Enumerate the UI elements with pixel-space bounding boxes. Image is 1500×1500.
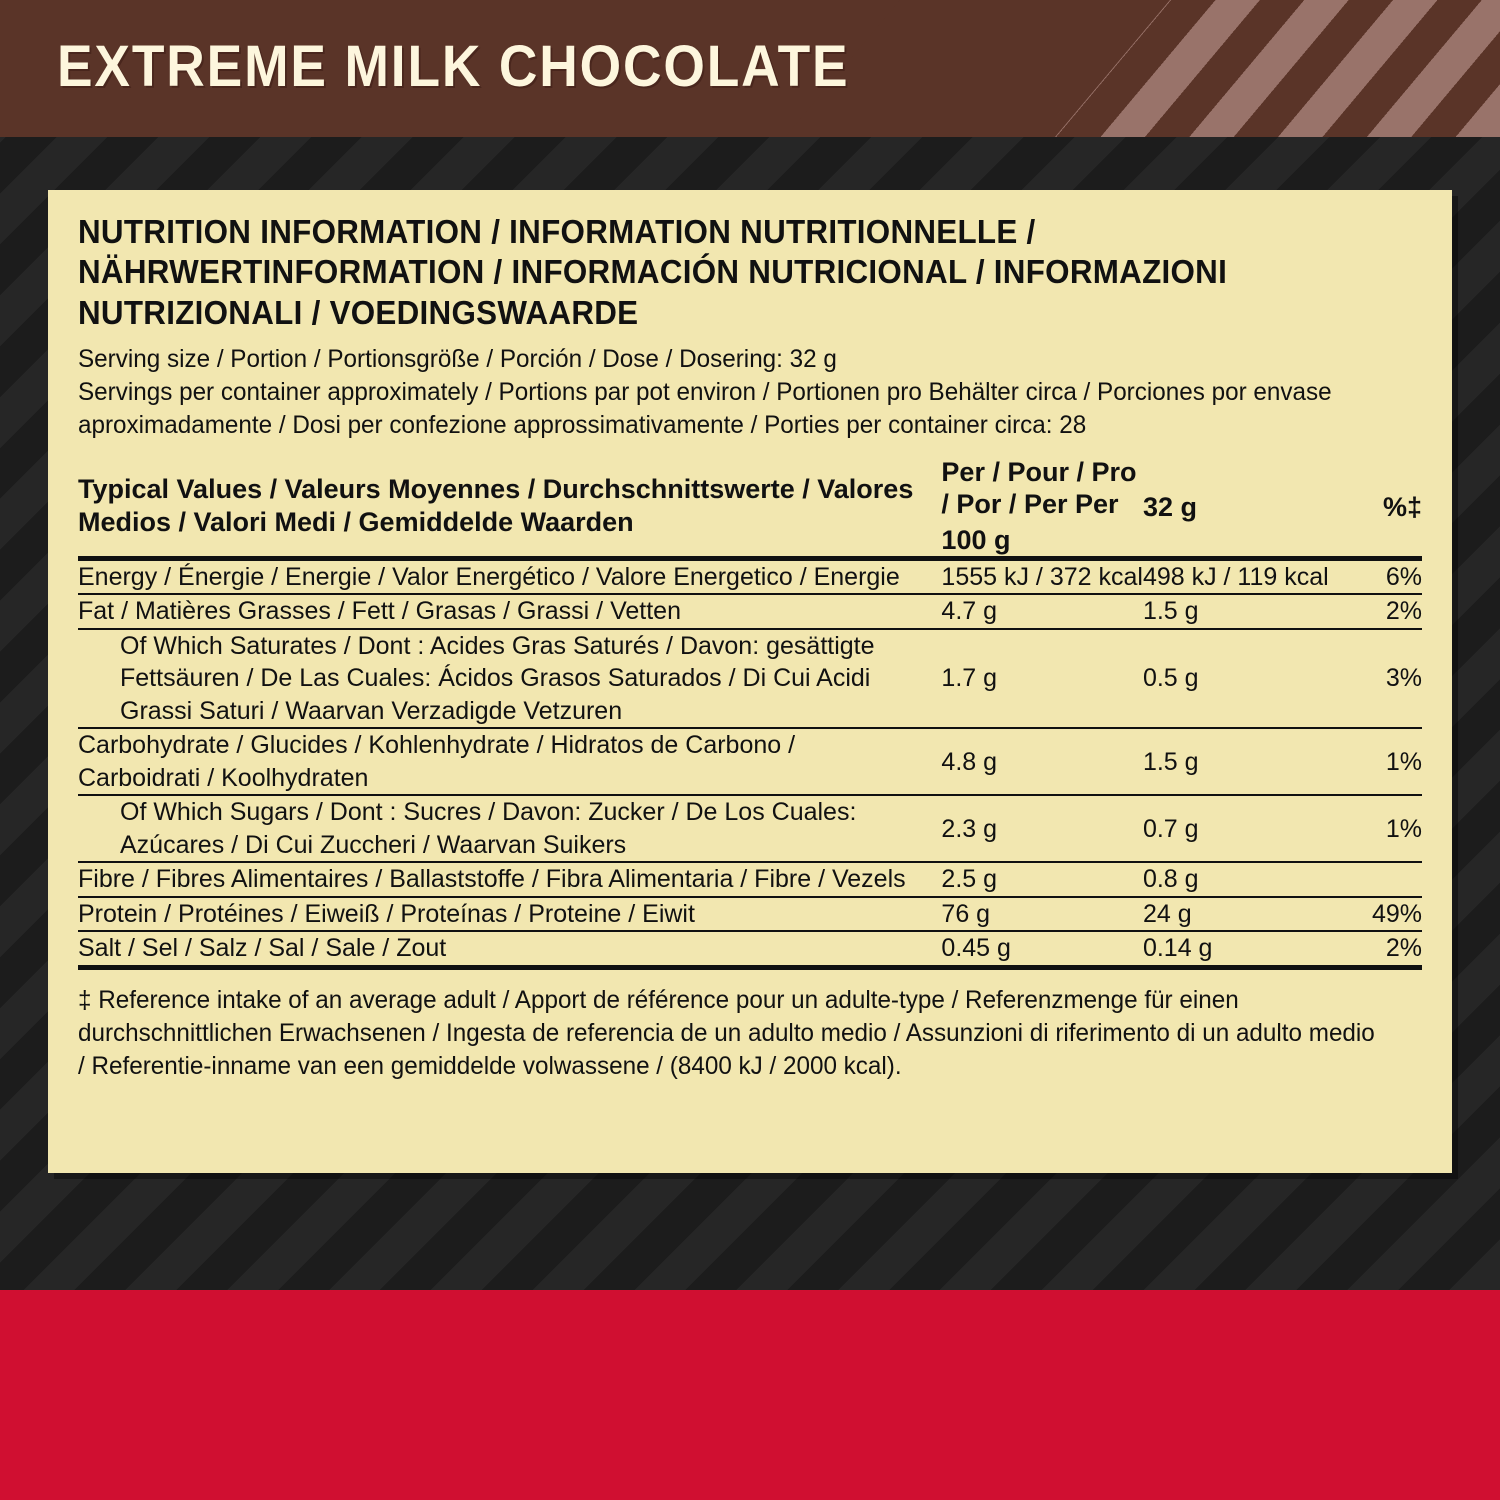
row-per-32g: 0.8 g — [1142, 862, 1329, 898]
page-title: EXTREME MILK CHOCOLATE — [57, 34, 850, 99]
table-row: Of Which Saturates / Dont : Acides Gras … — [78, 628, 1422, 730]
row-per-32g: 0.14 g — [1142, 931, 1329, 970]
row-label: Of Which Sugars / Dont : Sucres / Davon:… — [78, 795, 942, 864]
footer-red-band — [0, 1290, 1500, 1500]
row-per-100g: 1555 kJ / 372 kcal — [941, 558, 1143, 596]
table-row: Fibre / Fibres Alimentaires / Ballaststo… — [78, 862, 1422, 898]
reference-intake-footnote: ‡ Reference intake of an average adult /… — [78, 985, 1375, 1081]
nutrition-table-body: Energy / Énergie / Energie / Valor Energ… — [78, 558, 1422, 970]
serving-info-block: Serving size / Portion / Portionsgröße /… — [78, 343, 1382, 442]
row-percent: 49% — [1328, 896, 1422, 933]
header-typical-values: Typical Values / Valeurs Moyennes / Durc… — [78, 474, 914, 537]
header-per-100g: Per / Pour / Pro / Por / Per Per 100 g — [941, 456, 1143, 559]
row-percent — [1328, 862, 1422, 898]
row-label: Energy / Énergie / Energie / Valor Energ… — [78, 558, 942, 596]
row-label: Protein / Protéines / Eiweiß / Proteínas… — [78, 896, 942, 933]
header-stripe-pattern — [900, 0, 1500, 137]
row-label: Carbohydrate / Glucides / Kohlenhydrate … — [78, 728, 942, 797]
row-label: Fat / Matières Grasses / Fett / Grasas /… — [78, 594, 942, 630]
nutrition-panel: NUTRITION INFORMATION / INFORMATION NUTR… — [48, 190, 1452, 1173]
product-header-band: EXTREME MILK CHOCOLATE — [0, 0, 1500, 137]
row-percent: 6% — [1328, 558, 1422, 596]
row-per-100g: 1.7 g — [941, 628, 1143, 730]
row-per-32g: 498 kJ / 119 kcal — [1142, 558, 1329, 596]
row-per-32g: 1.5 g — [1142, 594, 1329, 630]
row-label: Fibre / Fibres Alimentaires / Ballaststo… — [78, 862, 942, 898]
row-per-100g: 4.7 g — [941, 594, 1143, 630]
nutrition-table: Typical Values / Valeurs Moyennes / Durc… — [78, 456, 1422, 970]
nutrition-information-heading: NUTRITION INFORMATION / INFORMATION NUTR… — [78, 213, 1228, 331]
row-per-100g: 2.3 g — [941, 795, 1143, 864]
nutrition-table-head: Typical Values / Valeurs Moyennes / Durc… — [78, 456, 1422, 559]
row-percent: 1% — [1328, 795, 1422, 864]
header-per-32g: 32 g — [1143, 456, 1329, 559]
table-row: Protein / Protéines / Eiweiß / Proteínas… — [78, 896, 1422, 933]
row-per-100g: 0.45 g — [941, 931, 1143, 970]
table-header-row: Typical Values / Valeurs Moyennes / Durc… — [78, 456, 1422, 559]
row-percent: 2% — [1328, 931, 1422, 970]
table-row: Energy / Énergie / Energie / Valor Energ… — [78, 558, 1422, 596]
row-per-32g: 0.7 g — [1142, 795, 1329, 864]
table-row: Salt / Sel / Salz / Sal / Sale / Zout 0.… — [78, 931, 1422, 970]
header-per-label: Per / Pour / Pro / Por / Per Per — [941, 456, 1137, 520]
row-percent: 2% — [1328, 594, 1422, 630]
row-per-100g: 76 g — [941, 896, 1143, 933]
table-row: Fat / Matières Grasses / Fett / Grasas /… — [78, 594, 1422, 630]
header-percent-label: %‡ — [1382, 492, 1422, 523]
servings-per-container-text: Servings per container approximately / P… — [78, 377, 1332, 439]
header-32g-label: 32 g — [1142, 492, 1197, 523]
header-percent: %‡ — [1329, 456, 1422, 559]
table-row: Carbohydrate / Glucides / Kohlenhydrate … — [78, 728, 1422, 797]
table-row: Of Which Sugars / Dont : Sucres / Davon:… — [78, 795, 1422, 864]
row-per-100g: 4.8 g — [941, 728, 1143, 797]
row-percent: 3% — [1328, 628, 1422, 730]
serving-size-text: Serving size / Portion / Portionsgröße /… — [78, 344, 837, 373]
row-per-32g: 0.5 g — [1142, 628, 1329, 730]
row-percent: 1% — [1328, 728, 1422, 797]
row-label: Of Which Saturates / Dont : Acides Gras … — [78, 628, 942, 730]
row-per-100g: 2.5 g — [941, 862, 1143, 898]
header-100g-label: 100 g — [941, 524, 1011, 555]
row-per-32g: 24 g — [1142, 896, 1329, 933]
row-per-32g: 1.5 g — [1142, 728, 1329, 797]
row-label: Salt / Sel / Salz / Sal / Sale / Zout — [78, 931, 942, 970]
